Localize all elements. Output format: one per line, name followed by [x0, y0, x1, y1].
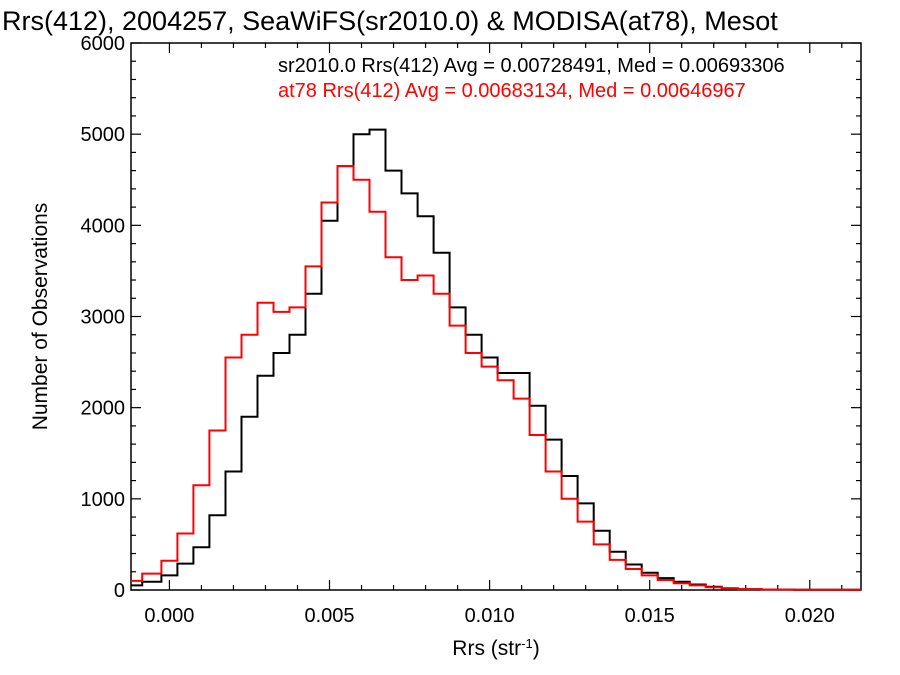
y-tick-label: 1000 [81, 489, 126, 511]
series-line-at78 [131, 165, 861, 591]
x-tick-label: 0.000 [144, 605, 194, 627]
x-axis-label: Rrs (str-1) [452, 636, 539, 661]
x-axis-label-main: Rrs (str [452, 637, 521, 660]
x-axis: 0.000 0.005 0.010 0.015 0.020 [144, 43, 843, 627]
y-tick-label: 3000 [81, 307, 126, 329]
x-tick-label: 0.020 [785, 605, 835, 627]
series-layer [131, 128, 861, 591]
x-tick-label: 0.010 [465, 605, 515, 627]
legend-entry-at78: at78 Rrs(412) Avg = 0.00683134, Med = 0.… [278, 80, 746, 102]
y-tick-label: 2000 [81, 398, 126, 420]
x-axis-label-sup: -1 [521, 636, 533, 651]
legend-entry-sr2010: sr2010.0 Rrs(412) Avg = 0.00728491, Med … [278, 55, 785, 77]
y-tick-label: 5000 [81, 124, 126, 146]
y-axis: 0 1000 2000 3000 4000 5000 6000 [81, 33, 861, 602]
y-tick-label: 4000 [81, 215, 126, 237]
y-tick-label: 0 [114, 580, 125, 602]
y-axis-label: Number of Observations [29, 203, 52, 431]
series-line-sr2010-0 [131, 128, 861, 591]
x-tick-label: 0.015 [625, 605, 675, 627]
chart-title: Rrs(412), 2004257, SeaWiFS(sr2010.0) & M… [2, 6, 778, 36]
x-axis-label-close: ) [533, 637, 540, 660]
y-tick-label: 6000 [81, 33, 126, 55]
x-tick-label: 0.005 [304, 605, 354, 627]
plot-area: 0.000 0.005 0.010 0.015 0.020 0 1000 2000 3000 4… [81, 33, 862, 627]
plot-frame [130, 42, 862, 591]
